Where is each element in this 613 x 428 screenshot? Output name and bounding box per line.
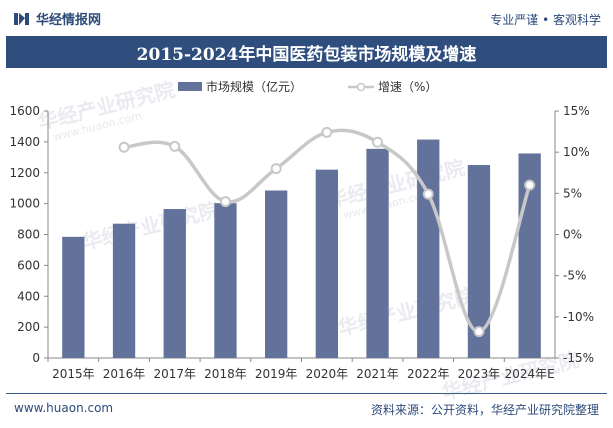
y-left-tick-label: 1400 — [9, 135, 40, 149]
bar — [112, 223, 136, 358]
legend-bar-swatch-icon — [178, 82, 202, 91]
brand-logo-icon — [14, 12, 29, 25]
x-tick-label: 2019年 — [255, 367, 298, 381]
x-tick-label: 2023年 — [458, 367, 501, 381]
x-tick-label: 2020年 — [306, 367, 349, 381]
bar — [366, 148, 389, 358]
y-left-tick-label: 0 — [32, 351, 40, 365]
bar — [163, 209, 186, 358]
growth-point — [321, 126, 333, 138]
x-tick-label: 2015年 — [52, 367, 95, 381]
growth-point — [372, 136, 384, 148]
growth-point — [219, 196, 231, 208]
footer-divider — [6, 393, 607, 394]
y-left-tick-label: 400 — [17, 289, 40, 303]
y-left-tick-label: 200 — [17, 320, 40, 334]
x-tick-label: 2022年 — [407, 367, 450, 381]
legend-label-bar: 市场规模（亿元） — [206, 80, 303, 94]
chart-legend: 市场规模（亿元） 增速（%） — [0, 74, 613, 96]
bar — [315, 169, 339, 358]
brand-name: 华经情报网 — [36, 13, 102, 28]
y-left-tick-label: 600 — [17, 258, 40, 272]
y-left-tick-label: 1000 — [9, 197, 40, 211]
bar — [417, 139, 440, 358]
y-right-tick-label: -10% — [563, 310, 594, 324]
x-tick-label: 2017年 — [153, 367, 196, 381]
y-right-tick-label: -5% — [563, 269, 586, 283]
legend-label-line: 增速（%） — [378, 80, 438, 94]
growth-point — [473, 326, 485, 338]
growth-point — [118, 141, 130, 153]
legend-item-bar: 市场规模（亿元） — [178, 78, 302, 95]
growth-point — [422, 188, 434, 200]
footer-url: www.huaon.com — [14, 401, 114, 415]
x-tick-label: 2018年 — [204, 367, 247, 381]
x-tick-label: 2021年 — [356, 367, 399, 381]
y-right-tick-label: 0% — [563, 228, 582, 242]
y-right-tick-label: -15% — [563, 351, 594, 365]
top-bar: 华经情报网 专业严谨 • 客观科学 — [0, 0, 613, 36]
brand: 华经情报网 — [14, 9, 101, 28]
x-tick-label: 2016年 — [103, 367, 146, 381]
bar — [62, 236, 85, 358]
y-right-tick-label: 5% — [563, 186, 582, 200]
chart-title: 2015-2024年中国医药包装市场规模及增速 — [6, 36, 607, 68]
y-right-tick-label: 15% — [563, 104, 590, 118]
slogan: 专业严谨 • 客观科学 — [490, 13, 601, 27]
y-left-tick-label: 800 — [17, 228, 40, 242]
y-right-tick-label: 10% — [563, 145, 590, 159]
legend-line-swatch-icon — [348, 82, 374, 91]
growth-point — [169, 140, 181, 152]
chart-svg: 0 200 400 600 800 1000 1200 1400 1600 -15% -10% -5%… — [9, 104, 594, 381]
y-left-tick-label: 1600 — [9, 104, 40, 118]
growth-point — [270, 163, 282, 175]
legend-item-line: 增速（%） — [348, 78, 437, 95]
growth-point — [524, 179, 536, 191]
x-tick-label: 2024年E — [505, 367, 555, 381]
bar — [467, 165, 491, 358]
bar — [214, 203, 237, 358]
y-left-tick-label: 1200 — [9, 166, 40, 180]
bar — [264, 190, 288, 358]
footer-source: 资料来源：公开资料，华经产业研究院整理 — [370, 403, 599, 417]
